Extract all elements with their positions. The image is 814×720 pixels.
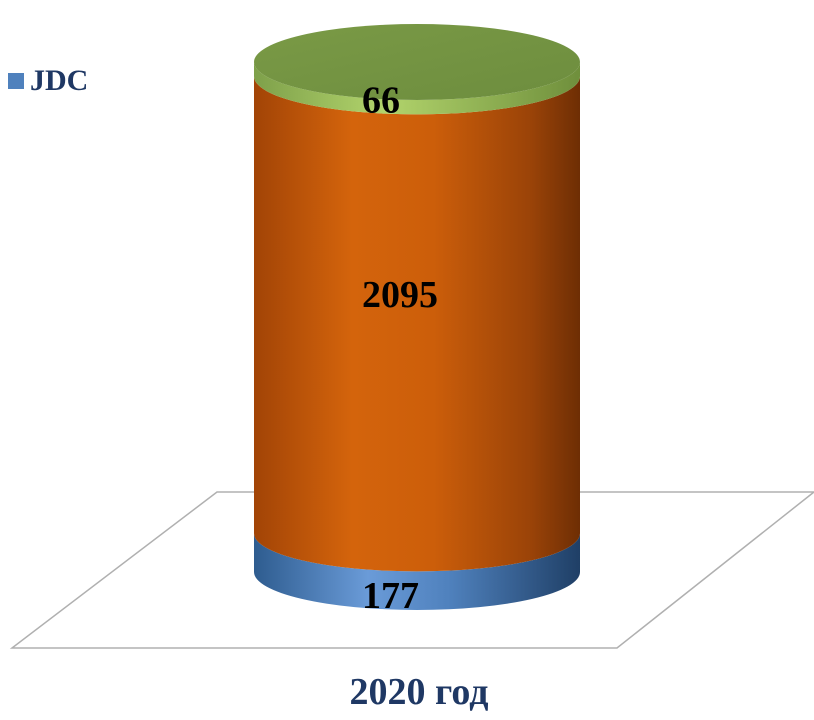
category-label: 2020 год: [349, 671, 489, 713]
floor-plane: [9, 491, 814, 649]
segment-top: [254, 62, 580, 115]
legend-swatch-icon: [8, 73, 24, 89]
data-label-middle: 2095: [362, 274, 438, 316]
cylinder-top-cap: [254, 24, 580, 100]
legend: JDC: [8, 64, 88, 98]
data-label-top: 66: [362, 79, 400, 121]
legend-entry-label: JDC: [30, 64, 89, 97]
data-label-jdc: 177: [362, 575, 419, 617]
segment-middle: [254, 76, 580, 572]
segment-jdc: [254, 533, 580, 610]
